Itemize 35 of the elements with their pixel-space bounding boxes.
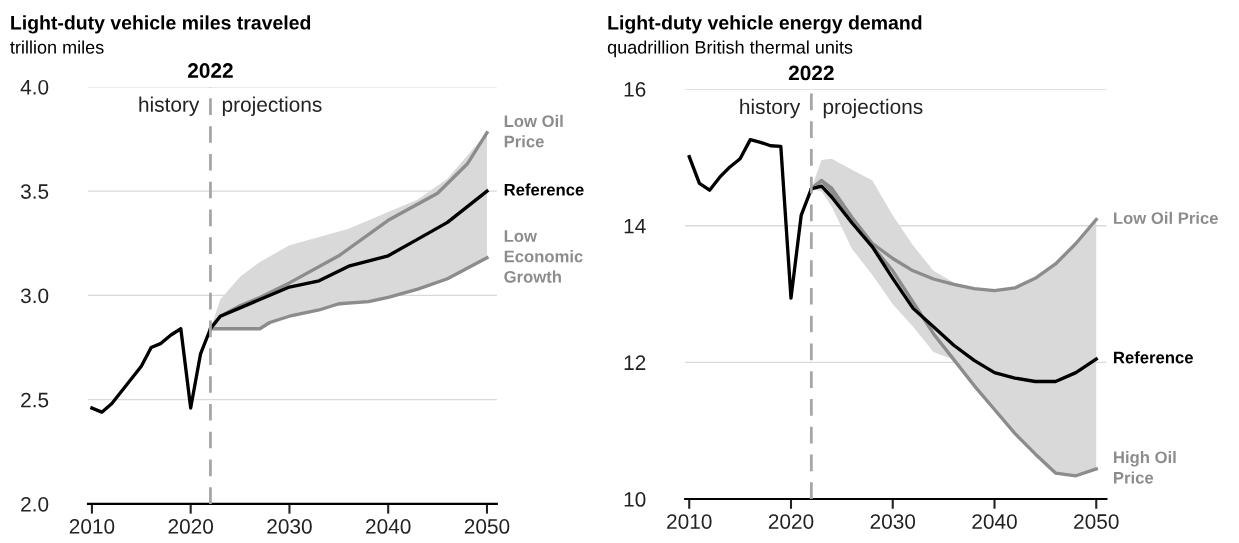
ref-line-label: 2022 (788, 65, 834, 81)
y-tick-label: 16 (624, 82, 646, 97)
y-tick-label: 12 (624, 355, 646, 370)
x-tick-label: 2050 (464, 519, 510, 534)
annotation: history (740, 98, 801, 119)
y-tick-label: 2.5 (21, 392, 49, 408)
annotation: projections (222, 96, 322, 117)
series-label: Low Oil Price (1114, 211, 1218, 225)
chart-title: Light-duty vehicle energy demand (608, 15, 922, 34)
ref-line-label: 2022 (187, 63, 233, 78)
x-tick-label: 2030 (870, 514, 916, 529)
annotation: projections (823, 98, 923, 119)
series-label: Low Oil Price (504, 114, 563, 148)
series-label: Reference (1114, 351, 1193, 364)
series-label: Low Economic Growth (504, 230, 583, 283)
x-tick-label: 2020 (768, 514, 814, 529)
x-tick-label: 2020 (168, 519, 214, 534)
x-tick-label: 2050 (1074, 514, 1119, 529)
y-tick-label: 10 (624, 492, 646, 507)
x-tick-label: 2040 (972, 514, 1017, 529)
series-label: Reference (504, 183, 584, 196)
y-tick-label: 3.0 (20, 288, 49, 304)
series-label: High Oil Price (1114, 450, 1176, 484)
x-tick-label: 2040 (366, 519, 411, 534)
chart-subtitle: quadrillion British thermal units (607, 40, 853, 58)
y-tick-label: 4.0 (20, 79, 49, 95)
x-tick-label: 2010 (69, 519, 115, 534)
y-tick-label: 3.5 (20, 184, 49, 199)
y-tick-label: 2.0 (21, 496, 49, 512)
x-tick-label: 2030 (267, 519, 312, 534)
x-tick-label: 2010 (667, 514, 712, 529)
y-tick-label: 14 (624, 218, 646, 234)
annotation: history (139, 96, 200, 117)
chart-title: Light-duty vehicle miles traveled (11, 15, 311, 34)
chart-subtitle: trillion miles (10, 40, 104, 54)
